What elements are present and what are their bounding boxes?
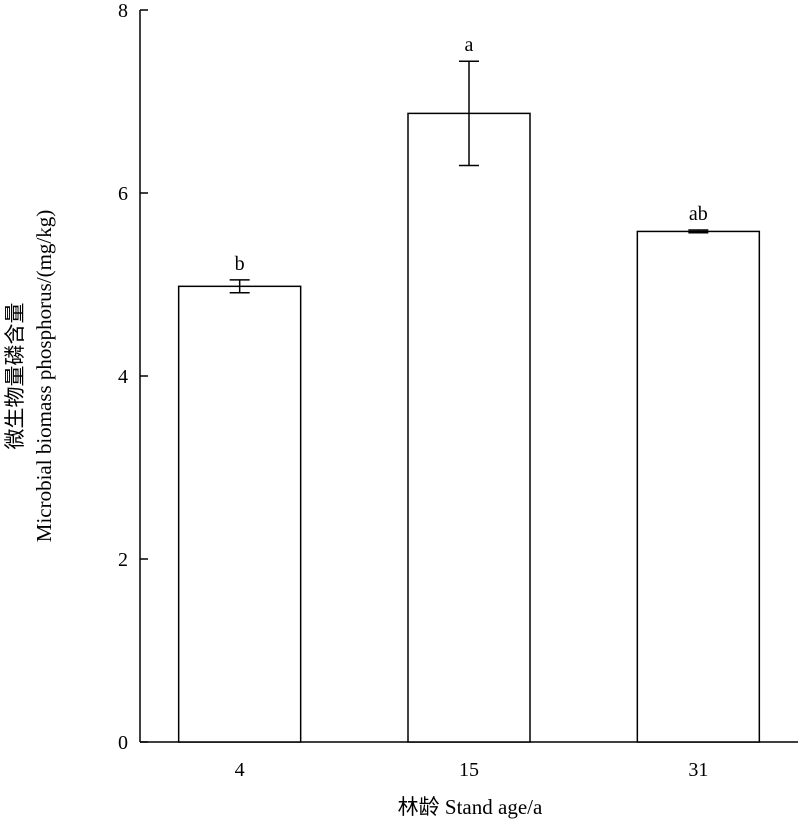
bars <box>177 112 761 743</box>
x-tick-label: 4 <box>235 759 245 781</box>
x-tick-label: 31 <box>688 759 708 781</box>
y-tick-label: 6 <box>118 183 128 205</box>
error-bars <box>229 60 709 294</box>
bar <box>177 285 302 743</box>
y-tick-label: 2 <box>118 549 128 571</box>
significance-label: a <box>465 34 474 56</box>
significance-labels: b a ab <box>235 34 708 275</box>
significance-label: ab <box>689 203 708 225</box>
y-axis-title-en: Microbial biomass phosphorus/(mg/kg) <box>32 210 56 542</box>
bar <box>636 230 761 743</box>
y-axis-ticks: 0 2 4 6 8 <box>118 0 148 754</box>
bar <box>407 112 531 743</box>
x-axis-title: 林龄 Stand age/a <box>398 795 543 819</box>
x-axis-ticks: 4 15 31 <box>235 759 709 781</box>
y-axis-title-zh: 微生物量磷含量 <box>3 303 27 450</box>
y-tick-label: 0 <box>118 732 128 754</box>
significance-label: b <box>235 253 245 275</box>
y-tick-label: 8 <box>118 0 128 22</box>
y-tick-label: 4 <box>118 366 128 388</box>
x-tick-label: 15 <box>459 759 479 781</box>
